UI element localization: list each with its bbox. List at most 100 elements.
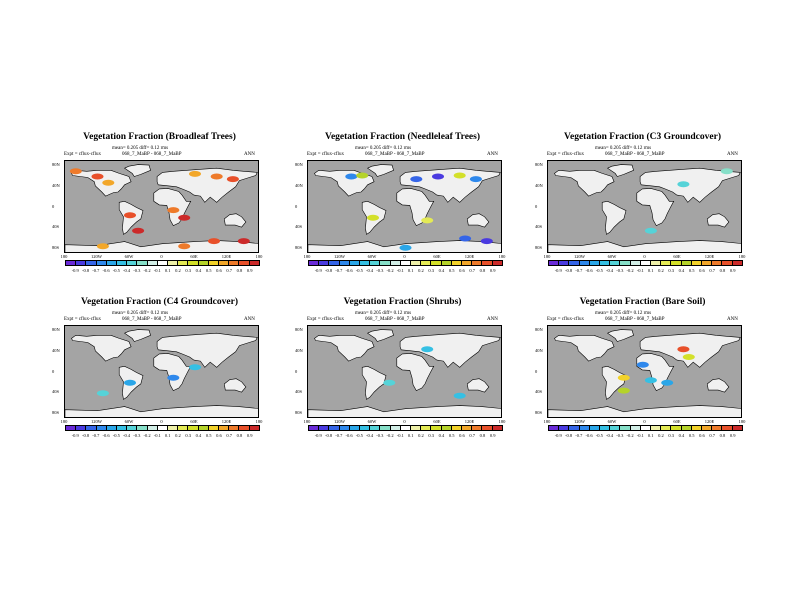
colorbar-tick-label: 0.4 bbox=[438, 433, 445, 438]
colorbar-tick-label: -0.2 bbox=[386, 433, 394, 438]
landmass-1 bbox=[123, 164, 151, 177]
x-tick-label: 180 bbox=[738, 254, 746, 259]
x-tick-label: 60W bbox=[367, 419, 377, 424]
colorbar-tick-label: 0.3 bbox=[668, 268, 674, 273]
colorbar-tick-label: 0.8 bbox=[719, 268, 726, 273]
data-patch bbox=[399, 244, 412, 251]
landmass-5 bbox=[706, 378, 730, 393]
colorbar-tick-label: -0.6 bbox=[585, 268, 593, 273]
y-tick-label: 80N bbox=[52, 162, 60, 168]
panel-subtitle: mean= 0.205 diff= 0.12 rms bbox=[595, 146, 652, 151]
y-tick-label: 80S bbox=[52, 409, 60, 415]
y-tick-label: 80S bbox=[535, 409, 543, 415]
x-tick-label: 180 bbox=[60, 419, 68, 424]
colorbar-swatch bbox=[462, 426, 473, 430]
x-tick-label: 60E bbox=[190, 254, 198, 259]
colorbar-swatch bbox=[640, 261, 652, 265]
y-tick-label: 40S bbox=[52, 224, 60, 230]
colorbar-swatch bbox=[137, 426, 148, 430]
colorbar-tick-label: -0.5 bbox=[595, 433, 603, 438]
landmass-0 bbox=[554, 334, 615, 362]
data-patch bbox=[167, 374, 180, 381]
x-tick-label: 60E bbox=[673, 254, 681, 259]
colorbar-swatch bbox=[640, 426, 652, 430]
x-tick-label: 120E bbox=[704, 419, 715, 424]
colorbar-tick-label: 0.2 bbox=[658, 268, 664, 273]
colorbar bbox=[548, 260, 743, 266]
data-patch bbox=[96, 390, 109, 397]
data-patch bbox=[459, 235, 472, 242]
colorbar-tick-label: 0.5 bbox=[205, 433, 212, 438]
colorbar-swatch bbox=[569, 426, 580, 430]
case-label: 068_7_MaBP - 068_7_MaBP bbox=[122, 152, 182, 157]
colorbar-tick-label: 0.5 bbox=[688, 433, 695, 438]
data-patch bbox=[69, 168, 82, 175]
colorbar-swatch bbox=[400, 426, 412, 430]
x-tick-label: 60E bbox=[673, 419, 681, 424]
colorbar-swatch bbox=[549, 426, 560, 430]
colorbar-swatch bbox=[671, 426, 682, 430]
colorbar-tick-label: -0.5 bbox=[595, 268, 603, 273]
x-tick-label: 120W bbox=[334, 419, 345, 424]
panel-subtitle: mean= 0.205 diff= 0.12 rms bbox=[595, 311, 652, 316]
colorbar-swatch bbox=[349, 426, 361, 430]
colorbar-tick-label: 0.5 bbox=[688, 268, 695, 273]
colorbar-tick-label: -0.6 bbox=[102, 433, 110, 438]
x-tick-label: 120E bbox=[221, 419, 232, 424]
colorbar-tick-label: -0.8 bbox=[81, 433, 90, 438]
case-label: 068_7_MaBP - 068_7_MaBP bbox=[122, 317, 182, 322]
colorbar-tick-label: -0.4 bbox=[606, 433, 614, 438]
colorbar-tick-label: -0.2 bbox=[626, 268, 634, 273]
colorbar-swatch bbox=[106, 426, 118, 430]
x-tick-label: 120E bbox=[464, 254, 475, 259]
data-patch bbox=[720, 168, 733, 175]
x-tick-label: 60E bbox=[433, 254, 441, 259]
season-label: ANN bbox=[727, 317, 738, 322]
colorbar-tick-label: 0.9 bbox=[489, 268, 496, 273]
colorbar-swatch bbox=[86, 426, 97, 430]
landmass-5 bbox=[223, 213, 247, 228]
landmass-2 bbox=[361, 365, 387, 400]
panel-subtitle: mean= 0.205 diff= 0.12 rms bbox=[112, 146, 169, 151]
colorbar-swatch bbox=[390, 261, 401, 265]
colorbar-tick-label: -0.2 bbox=[143, 433, 151, 438]
colorbar-swatch bbox=[569, 261, 580, 265]
panel-title: Vegetation Fraction (C3 Groundcover) bbox=[564, 132, 721, 142]
colorbar-swatch bbox=[76, 426, 87, 430]
map-svg bbox=[548, 329, 741, 417]
colorbar-tick-label: -0.8 bbox=[564, 268, 573, 273]
colorbar-swatch bbox=[559, 261, 570, 265]
colorbar bbox=[65, 260, 260, 266]
panel-title: Vegetation Fraction (Shrubs) bbox=[343, 297, 462, 307]
data-patch bbox=[178, 243, 191, 250]
data-patch bbox=[432, 173, 444, 180]
colorbar-swatch bbox=[370, 261, 381, 265]
colorbar-tick-label: 0.8 bbox=[719, 433, 726, 438]
colorbar-swatch bbox=[559, 426, 570, 430]
landmass-1 bbox=[366, 329, 394, 342]
x-tick-label: 180 bbox=[498, 254, 506, 259]
colorbar-swatch bbox=[370, 426, 381, 430]
y-tick-label: 40S bbox=[535, 389, 543, 395]
colorbar-tick-label: -0.8 bbox=[324, 433, 333, 438]
colorbar-swatch bbox=[66, 261, 77, 265]
x-tick-label: 60E bbox=[190, 419, 198, 424]
map-svg bbox=[308, 329, 501, 417]
colorbar-swatch bbox=[137, 261, 148, 265]
panel-title: Vegetation Fraction (Bare Soil) bbox=[579, 297, 706, 307]
colorbar-swatch bbox=[451, 426, 463, 430]
data-patch bbox=[178, 214, 191, 221]
colorbar-tick-label: -0.3 bbox=[133, 433, 141, 438]
landmass-5 bbox=[466, 213, 490, 228]
colorbar-tick-label: -0.7 bbox=[92, 433, 100, 438]
panel-subtitle: mean= 0.205 diff= 0.12 rms bbox=[112, 311, 169, 316]
colorbar-swatch bbox=[208, 261, 220, 265]
colorbar-tick-label: 0.4 bbox=[195, 433, 202, 438]
colorbar-tick-label: 0.2 bbox=[418, 268, 424, 273]
data-patch bbox=[189, 170, 201, 177]
colorbar-swatch bbox=[579, 426, 590, 430]
colorbar-swatch bbox=[360, 426, 371, 430]
colorbar-swatch bbox=[127, 426, 138, 430]
colorbar-swatch bbox=[96, 261, 107, 265]
colorbar-tick-label: -0.3 bbox=[376, 268, 384, 273]
